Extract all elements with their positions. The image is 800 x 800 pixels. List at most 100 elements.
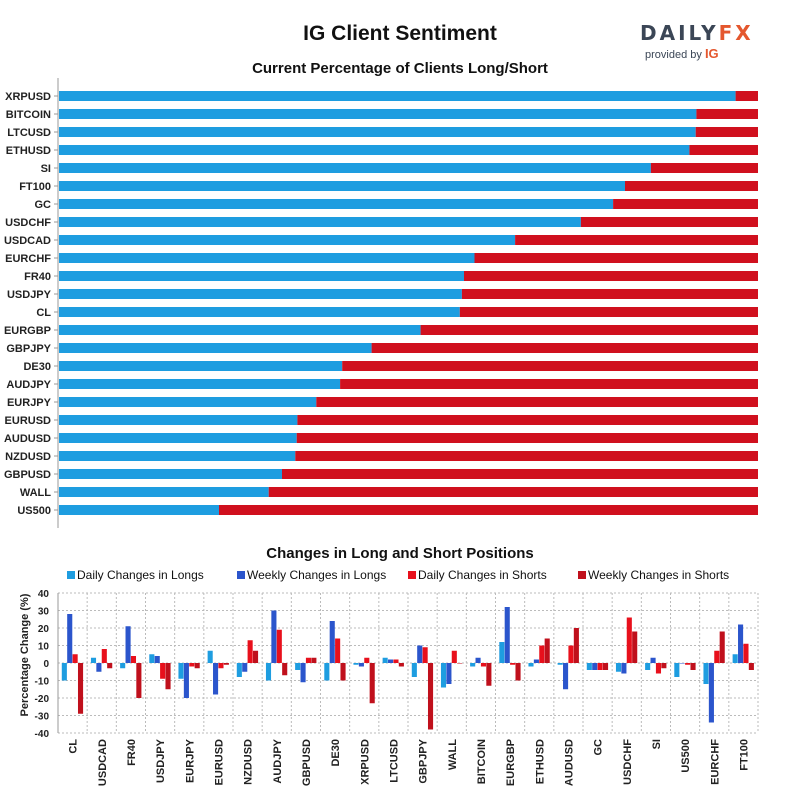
changes-bar [557, 663, 563, 665]
sentiment-bar-long [59, 109, 697, 119]
sentiment-tick-label: EURJPY [7, 397, 52, 409]
changes-bar [719, 631, 725, 663]
changes-bar [311, 657, 317, 663]
sentiment-tick-label: GBPUSD [4, 469, 51, 481]
changes-bar [130, 656, 137, 663]
changes-x-tick-label: LTCUSD [388, 739, 400, 783]
sentiment-bar-short [464, 271, 758, 281]
changes-bar [265, 663, 272, 681]
sentiment-tick-label: FT100 [19, 181, 51, 193]
sentiment-bar-short [282, 469, 758, 479]
sentiment-bar-long [59, 505, 219, 515]
sentiment-bar-long [59, 289, 462, 299]
sentiment-bar-long [59, 235, 516, 245]
changes-bar [305, 657, 312, 663]
changes-x-tick-label: NZDUSD [243, 739, 255, 785]
changes-bar [563, 663, 569, 690]
sentiment-tick-label: AUDJPY [6, 379, 51, 391]
changes-x-tick-label: AUDUSD [563, 739, 575, 786]
changes-x-tick-label: CL [68, 739, 80, 754]
changes-bar [398, 663, 404, 667]
sentiment-bar-short [316, 397, 758, 407]
changes-bar [515, 663, 521, 681]
changes-bar [369, 663, 375, 704]
changes-bar [544, 638, 550, 663]
changes-x-tick-label: USDCAD [97, 739, 109, 786]
sentiment-tick-label: BITCOIN [6, 109, 51, 121]
sentiment-bar-short [296, 433, 758, 443]
sentiment-bar-short [689, 145, 758, 155]
sentiment-tick-label: DE30 [23, 361, 51, 373]
changes-bar [661, 663, 667, 669]
changes-bar [632, 631, 638, 663]
sentiment-bar-long [59, 433, 297, 443]
sentiment-bar-short [461, 289, 758, 299]
changes-bar [194, 663, 200, 669]
sentiment-tick-label: GBPJPY [6, 343, 51, 355]
changes-bar [340, 663, 346, 681]
changes-y-tick-label: 30 [38, 607, 50, 618]
sentiment-tick-label: USDCAD [4, 235, 51, 247]
sentiment-chart-title: Current Percentage of Clients Long/Short [252, 60, 548, 77]
legend-label-daily-shorts: Daily Changes in Shorts [418, 568, 547, 582]
changes-chart: 40 30 20 10 0 -10 -20 -30 -40 CL USDCAD FR40 USDJPY E… [19, 589, 759, 786]
changes-bar [160, 663, 166, 679]
changes-x-tick-label: ETHUSD [534, 739, 546, 784]
changes-bar [510, 663, 516, 665]
sentiment-tick-label: ETHUSD [6, 145, 51, 157]
changes-y-tick-label: -10 [35, 677, 50, 688]
changes-bar [101, 649, 107, 663]
changes-bar [252, 650, 259, 663]
changes-bar [247, 640, 253, 663]
changes-x-tick-label: DE30 [330, 739, 342, 767]
changes-bar [714, 650, 720, 663]
legend-label-weekly-shorts: Weekly Changes in Shorts [588, 568, 730, 582]
changes-bar [533, 659, 539, 663]
sentiment-bar-short [459, 307, 758, 317]
changes-x-tick-label: SI [651, 739, 663, 749]
sentiment-bar-long [59, 487, 269, 497]
changes-bar [573, 628, 579, 663]
changes-x-tick-label: FT100 [738, 739, 750, 771]
changes-x-tick-label: WALL [447, 739, 459, 770]
changes-bar [107, 663, 113, 669]
changes-bar [96, 663, 102, 672]
changes-bar [586, 663, 592, 670]
changes-bar [295, 663, 301, 670]
sentiment-bar-short [735, 91, 758, 101]
changes-bar [446, 663, 452, 684]
sentiment-bar-short [371, 343, 758, 353]
changes-bar [90, 657, 97, 663]
changes-bar [475, 657, 481, 663]
changes-bar [568, 645, 574, 663]
changes-bar [411, 663, 417, 677]
sentiment-bar-long [59, 397, 317, 407]
sentiment-bar-short [268, 487, 758, 497]
changes-bar [674, 663, 680, 677]
dailyfx-logo: DAILYFX provided by IG [640, 22, 751, 62]
sentiment-tick-label: WALL [20, 487, 51, 499]
changes-bar [679, 663, 685, 664]
changes-x-tick-label: EURUSD [213, 739, 225, 786]
changes-bar [120, 663, 126, 669]
changes-bar [539, 645, 545, 663]
legend-swatch-weekly-shorts [578, 571, 586, 579]
changes-y-tick-label: 0 [43, 659, 49, 670]
logo-provided-by: provided by [645, 49, 702, 61]
logo-word-accent: FX [718, 21, 754, 45]
changes-bar [732, 654, 738, 663]
changes-bar [61, 663, 67, 681]
changes-bar [615, 663, 622, 672]
changes-bar [154, 656, 160, 663]
sentiment-bar-long [59, 307, 460, 317]
changes-bar [271, 610, 277, 663]
sentiment-bar-long [59, 343, 372, 353]
changes-bar [236, 663, 242, 677]
changes-x-tick-label: XRPUSD [359, 739, 371, 785]
changes-bar [440, 663, 447, 688]
changes-x-tick-label: EURCHF [709, 739, 721, 785]
changes-x-tick-label: USDJPY [155, 738, 167, 783]
sentiment-bar-long [59, 253, 475, 263]
sentiment-bar-long [59, 379, 341, 389]
sentiment-bar-short [219, 505, 758, 515]
